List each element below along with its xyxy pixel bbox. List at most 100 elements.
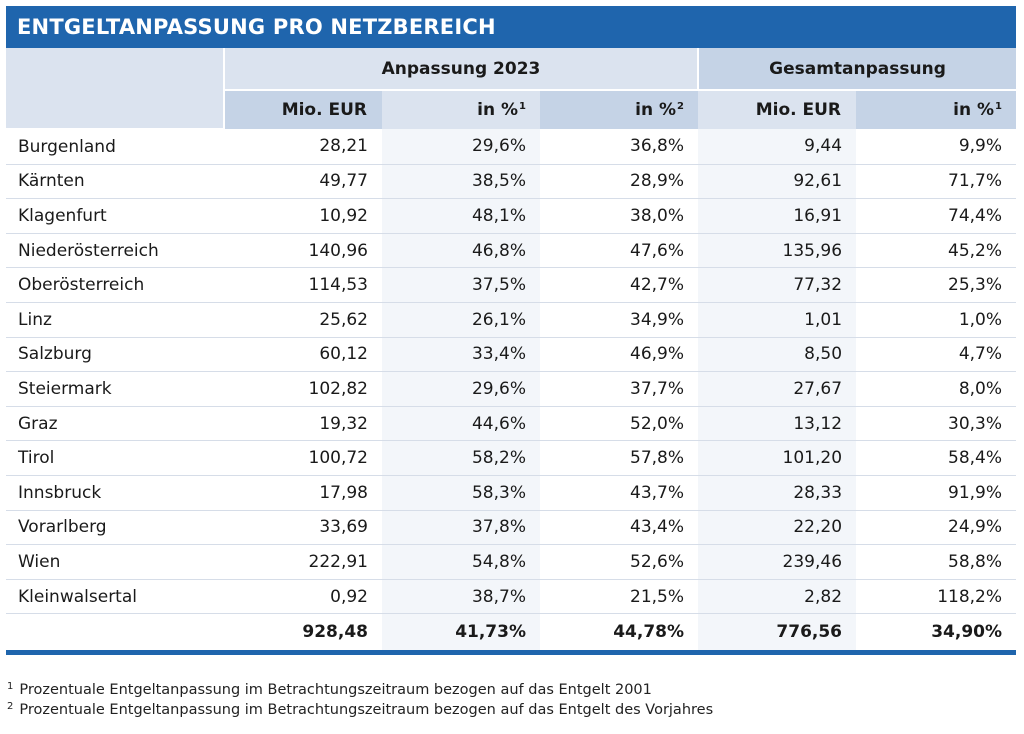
- value-cell: 114,53: [224, 267, 382, 303]
- value-cell: 25,3%: [856, 267, 1017, 303]
- column-header-row: Mio. EUR in %1 in %2 Mio. EUR in %1: [6, 90, 1017, 129]
- value-cell: 74,4%: [856, 198, 1017, 234]
- region-name-cell: Oberösterreich: [6, 267, 224, 303]
- table-row: Salzburg 60,12 33,4% 46,9% 8,50 4,7%: [6, 337, 1017, 373]
- value-cell: 38,5%: [382, 164, 540, 200]
- value-cell: 33,69: [224, 510, 382, 546]
- value-cell: 17,98: [224, 475, 382, 511]
- region-name-cell: Salzburg: [6, 337, 224, 373]
- total-cell: 776,56: [698, 613, 857, 651]
- value-cell: 21,5%: [540, 579, 699, 615]
- value-cell: 47,6%: [540, 233, 699, 269]
- value-cell: 1,01: [698, 302, 857, 338]
- value-cell: 25,62: [224, 302, 382, 338]
- region-name-cell: Burgenland: [6, 129, 224, 165]
- region-name-cell: Tirol: [6, 440, 224, 476]
- table-title: ENTGELTANPASSUNG PRO NETZBEREICH: [6, 6, 1016, 48]
- value-cell: 71,7%: [856, 164, 1017, 200]
- group-header-anpassung: Anpassung 2023: [224, 48, 700, 91]
- value-cell: 222,91: [224, 544, 382, 580]
- value-cell: 10,92: [224, 198, 382, 234]
- value-cell: 91,9%: [856, 475, 1017, 511]
- table-row: Innsbruck 17,98 58,3% 43,7% 28,33 91,9%: [6, 475, 1017, 511]
- column-header: in %1: [382, 90, 540, 129]
- total-cell: 928,48: [302, 622, 368, 643]
- value-cell: 100,72: [224, 440, 382, 476]
- value-cell: 8,0%: [856, 371, 1017, 407]
- value-cell: 19,32: [224, 406, 382, 442]
- value-cell: 46,8%: [382, 233, 540, 269]
- value-cell: 28,33: [698, 475, 857, 511]
- footnotes: 1 Prozentuale Entgeltanpassung im Betrach…: [7, 677, 714, 718]
- value-cell: 1,0%: [856, 302, 1017, 338]
- value-cell: 33,4%: [382, 337, 540, 373]
- column-header: in %2: [540, 90, 699, 129]
- region-name-cell: Innsbruck: [6, 475, 224, 511]
- column-header: Mio. EUR: [698, 90, 857, 129]
- value-cell: 101,20: [698, 440, 857, 476]
- column-header: in %1: [856, 90, 1017, 129]
- total-label-cell: [6, 614, 224, 651]
- value-cell: 57,8%: [540, 440, 699, 476]
- value-cell: 60,12: [224, 337, 382, 373]
- total-cell: 34,90%: [931, 622, 1003, 643]
- value-cell: 43,7%: [540, 475, 699, 511]
- table-frame: ENTGELTANPASSUNG PRO NETZBEREICH Anpassu…: [6, 6, 1017, 656]
- table-row: Tirol 100,72 58,2% 57,8% 101,20 58,4%: [6, 440, 1017, 476]
- value-cell: 46,9%: [540, 337, 699, 373]
- region-name-cell: Klagenfurt: [6, 198, 224, 234]
- table-row: Wien 222,91 54,8% 52,6% 239,46 58,8%: [6, 544, 1017, 580]
- value-cell: 239,46: [698, 544, 857, 580]
- table-row: Kleinwalsertal 0,92 38,7% 21,5% 2,82 118,2%: [6, 579, 1017, 615]
- value-cell: 8,50: [698, 337, 857, 373]
- region-name-cell: Kleinwalsertal: [6, 579, 224, 615]
- value-cell: 9,44: [698, 129, 857, 165]
- value-cell: 52,0%: [540, 406, 699, 442]
- data-table: Anpassung 2023 Gesamtanpassung Mio. EUR …: [6, 48, 1017, 651]
- value-cell: 27,67: [698, 371, 857, 407]
- value-cell: 28,21: [224, 129, 382, 165]
- value-cell: 58,2%: [382, 440, 540, 476]
- value-cell: 37,7%: [540, 371, 699, 407]
- value-cell: 54,8%: [382, 544, 540, 580]
- region-name-cell: Graz: [6, 406, 224, 442]
- region-name-cell: Niederösterreich: [6, 233, 224, 269]
- column-header: Mio. EUR: [224, 90, 382, 129]
- value-cell: 77,32: [698, 267, 857, 303]
- value-cell: 37,5%: [382, 267, 540, 303]
- table-row: Steiermark 102,82 29,6% 37,7% 27,67 8,0%: [6, 371, 1017, 407]
- value-cell: 29,6%: [382, 371, 540, 407]
- region-name-cell: Linz: [6, 302, 224, 338]
- region-name-cell: Steiermark: [6, 371, 224, 407]
- value-cell: 38,0%: [540, 198, 699, 234]
- table-row: Klagenfurt 10,92 48,1% 38,0% 16,91 74,4%: [6, 198, 1017, 234]
- footnote-2: 2 Prozentuale Entgeltanpassung im Betrach…: [7, 701, 714, 718]
- value-cell: 36,8%: [540, 129, 699, 165]
- value-cell: 52,6%: [540, 544, 699, 580]
- value-cell: 45,2%: [856, 233, 1017, 269]
- value-cell: 37,8%: [382, 510, 540, 546]
- value-cell: 58,3%: [382, 475, 540, 511]
- value-cell: 43,4%: [540, 510, 699, 546]
- value-cell: 118,2%: [856, 579, 1017, 615]
- value-cell: 44,6%: [382, 406, 540, 442]
- total-cell: 44,78%: [613, 622, 685, 643]
- region-name-cell: Wien: [6, 544, 224, 580]
- value-cell: 42,7%: [540, 267, 699, 303]
- value-cell: 29,6%: [382, 129, 540, 165]
- value-cell: 49,77: [224, 164, 382, 200]
- value-cell: 58,4%: [856, 440, 1017, 476]
- value-cell: 38,7%: [382, 579, 540, 615]
- group-header-gesamt: Gesamtanpassung: [698, 48, 1017, 91]
- total-cell: 41,73%: [382, 613, 540, 651]
- footnote-1: 1 Prozentuale Entgeltanpassung im Betrach…: [7, 681, 652, 698]
- value-cell: 34,9%: [540, 302, 699, 338]
- table-row: Graz 19,32 44,6% 52,0% 13,12 30,3%: [6, 406, 1017, 442]
- value-cell: 16,91: [698, 198, 857, 234]
- value-cell: 13,12: [698, 406, 857, 442]
- table-row: Niederösterreich 140,96 46,8% 47,6% 135,96 45…: [6, 233, 1017, 269]
- group-header-row: Anpassung 2023 Gesamtanpassung: [6, 48, 1017, 130]
- table-row: Vorarlberg 33,69 37,8% 43,4% 22,20 24,9%: [6, 510, 1017, 546]
- value-cell: 24,9%: [856, 510, 1017, 546]
- value-cell: 58,8%: [856, 544, 1017, 580]
